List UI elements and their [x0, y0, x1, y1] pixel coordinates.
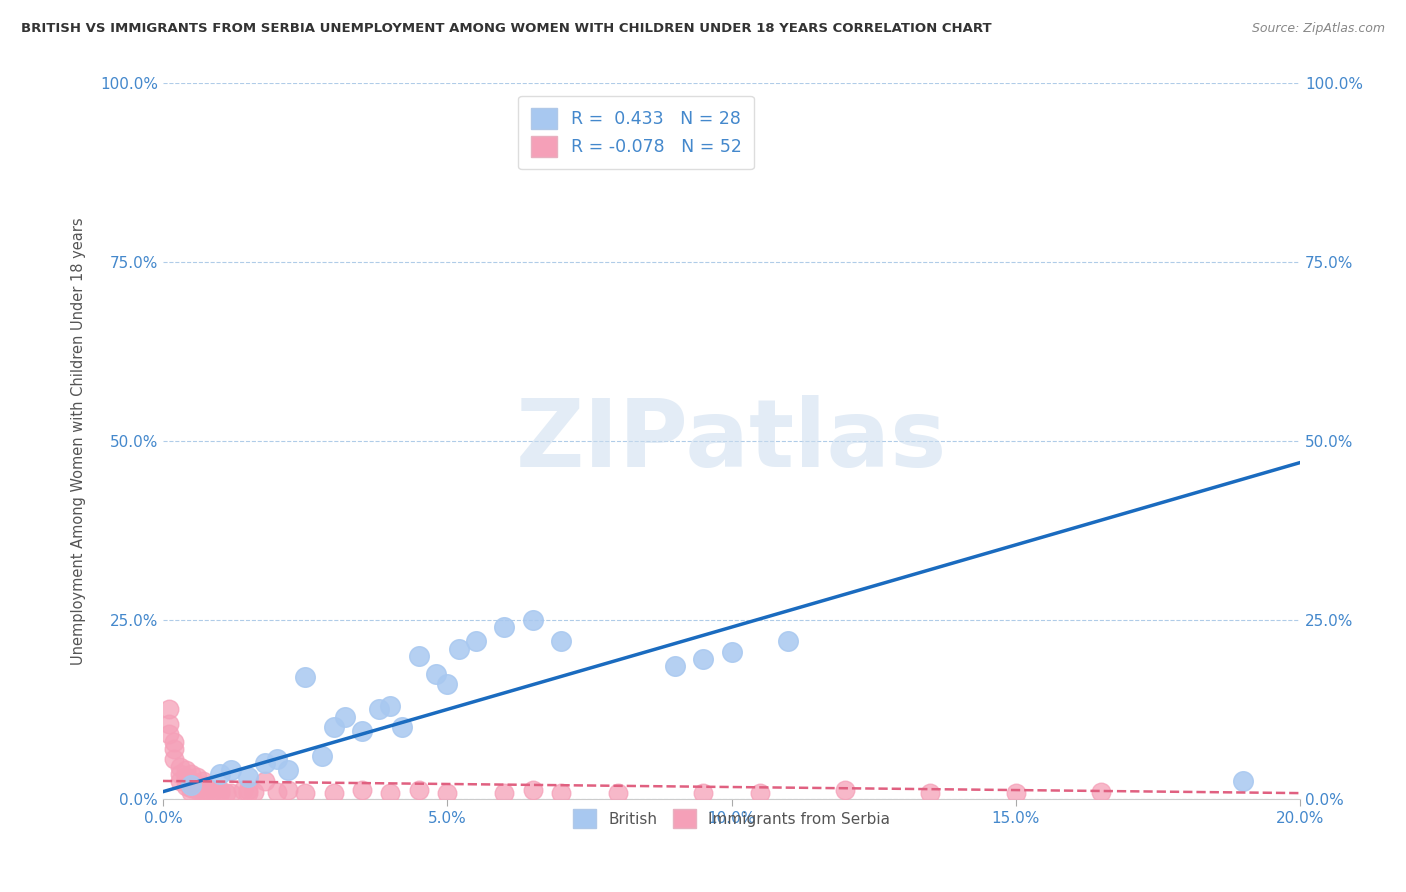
Point [464, 634, 486, 648]
Point [180, 778, 202, 792]
Point [208, 783, 231, 797]
Point [238, 786, 260, 800]
Point [920, 786, 942, 800]
Point [522, 783, 544, 797]
Point [294, 786, 316, 800]
Point [163, 734, 186, 748]
Point [550, 634, 572, 648]
Point [425, 666, 447, 681]
Point [219, 786, 242, 800]
Point [408, 783, 430, 797]
Point [180, 785, 202, 799]
Point [174, 770, 197, 784]
Point [169, 759, 191, 773]
Point [186, 778, 208, 792]
Point [606, 786, 628, 800]
Point [191, 786, 214, 800]
Point [266, 785, 288, 799]
Point [350, 783, 373, 797]
Point [720, 645, 742, 659]
Point [208, 786, 231, 800]
Point [294, 670, 316, 684]
Point [169, 773, 191, 788]
Point [778, 634, 800, 648]
Point [494, 620, 516, 634]
Point [664, 659, 686, 673]
Point [692, 652, 714, 666]
Text: ZIPatlas: ZIPatlas [516, 395, 948, 487]
Point [174, 779, 197, 793]
Point [180, 773, 202, 788]
Point [157, 716, 180, 731]
Point [243, 785, 266, 799]
Point [157, 702, 180, 716]
Point [322, 720, 344, 734]
Point [208, 766, 231, 780]
Point [191, 779, 214, 793]
Point [436, 677, 458, 691]
Point [350, 723, 373, 738]
Point [266, 752, 288, 766]
Point [157, 727, 180, 741]
Point [174, 763, 197, 777]
Point [380, 698, 402, 713]
Point [277, 763, 299, 777]
Point [254, 756, 277, 770]
Point [550, 786, 572, 800]
Point [191, 783, 214, 797]
Point [180, 781, 202, 796]
Point [197, 783, 219, 797]
Point [368, 702, 391, 716]
Point [692, 786, 714, 800]
Point [1004, 786, 1026, 800]
Point [322, 786, 344, 800]
Point [232, 783, 254, 797]
Point [186, 770, 208, 784]
Point [180, 766, 202, 780]
Point [436, 786, 458, 800]
Point [748, 786, 770, 800]
Point [311, 748, 333, 763]
Point [277, 783, 299, 797]
Point [494, 786, 516, 800]
Point [391, 720, 413, 734]
Y-axis label: Unemployment Among Women with Children Under 18 years: Unemployment Among Women with Children U… [72, 218, 86, 665]
Point [186, 783, 208, 797]
Point [219, 763, 242, 777]
Point [238, 770, 260, 784]
Point [163, 741, 186, 756]
Point [191, 773, 214, 788]
Point [254, 773, 277, 788]
Legend: British, Immigrants from Serbia: British, Immigrants from Serbia [567, 804, 896, 834]
Point [333, 709, 356, 723]
Point [1090, 785, 1112, 799]
Point [202, 783, 225, 797]
Point [447, 641, 470, 656]
Point [380, 786, 402, 800]
Point [163, 752, 186, 766]
Point [238, 783, 260, 797]
Point [522, 613, 544, 627]
Text: Source: ZipAtlas.com: Source: ZipAtlas.com [1251, 22, 1385, 36]
Point [1232, 773, 1254, 788]
Point [408, 648, 430, 663]
Point [169, 766, 191, 780]
Text: BRITISH VS IMMIGRANTS FROM SERBIA UNEMPLOYMENT AMONG WOMEN WITH CHILDREN UNDER 1: BRITISH VS IMMIGRANTS FROM SERBIA UNEMPL… [21, 22, 991, 36]
Point [834, 783, 856, 797]
Point [214, 786, 236, 800]
